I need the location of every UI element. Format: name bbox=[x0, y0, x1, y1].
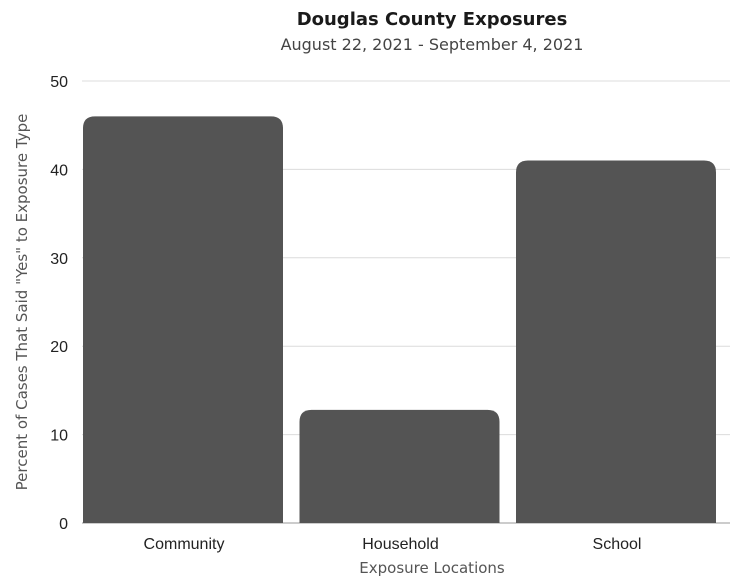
x-axis-title: Exposure Locations bbox=[359, 559, 505, 577]
bar-community bbox=[83, 116, 283, 524]
y-tick-label-30: 30 bbox=[50, 251, 68, 268]
chart-subtitle: August 22, 2021 - September 4, 2021 bbox=[281, 35, 584, 54]
x-tick-label-school: School bbox=[593, 536, 642, 553]
bar-household bbox=[299, 409, 500, 523]
chart-title: Douglas County Exposures bbox=[297, 9, 568, 30]
x-tick-label-household: Household bbox=[362, 536, 439, 553]
y-tick-label-20: 20 bbox=[50, 339, 68, 356]
y-tick-label-0: 0 bbox=[59, 516, 68, 533]
y-tick-label-10: 10 bbox=[50, 428, 68, 445]
y-tick-label-50: 50 bbox=[50, 74, 68, 91]
bars bbox=[83, 116, 716, 524]
y-axis-ticks: 0 10 20 30 40 50 bbox=[50, 74, 68, 533]
x-tick-label-community: Community bbox=[144, 536, 225, 553]
bar-school bbox=[516, 160, 716, 523]
x-axis-ticks: Community Household School bbox=[144, 536, 642, 553]
y-axis-title: Percent of Cases That Said "Yes" to Expo… bbox=[13, 114, 31, 491]
y-tick-label-40: 40 bbox=[50, 162, 68, 179]
